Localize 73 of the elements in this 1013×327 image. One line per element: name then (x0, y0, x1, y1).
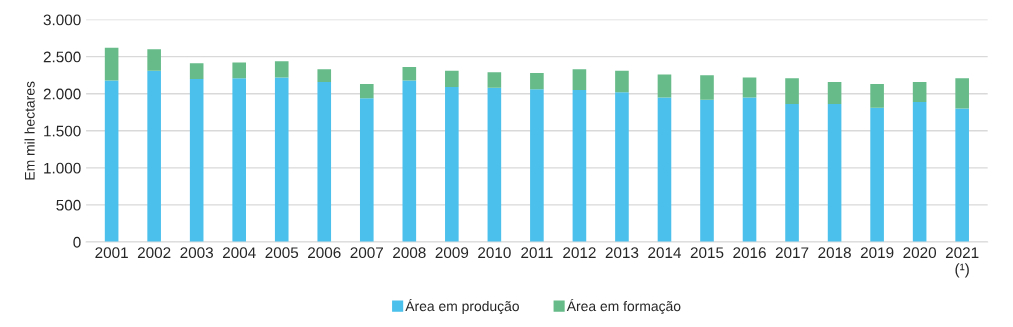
x-tick-label: 2010 (478, 247, 511, 259)
x-tick-label: 2017 (775, 247, 809, 259)
bar (785, 104, 799, 242)
x-tick-label: 2007 (350, 247, 384, 259)
x-tick-label: 2002 (137, 247, 171, 259)
y-tick-label: 3.000 (43, 14, 81, 26)
bar (487, 72, 502, 88)
bar (955, 78, 969, 109)
x-tick-label: 2006 (308, 247, 341, 259)
legend-label: Área em formação (566, 298, 681, 314)
bar (189, 63, 204, 79)
bar (785, 78, 799, 105)
bar (445, 70, 459, 88)
bar (572, 69, 587, 91)
x-tick-label: 2015 (690, 247, 724, 259)
bar (189, 78, 204, 242)
x-tick-label: 2011 (521, 247, 553, 259)
y-tick-label: 1.000 (44, 162, 81, 174)
x-tick-label: 2018 (818, 247, 851, 259)
bar (317, 69, 332, 82)
bar (870, 107, 884, 242)
bar (104, 80, 119, 242)
bar (147, 49, 161, 71)
x-tick-label: 2020 (903, 247, 937, 259)
y-tick-label: 1.500 (44, 125, 81, 137)
bar (274, 61, 289, 78)
y-tick-label: 2.500 (43, 51, 81, 63)
x-tick-label: 2016 (733, 247, 766, 259)
y-tick-label: 0 (73, 236, 81, 248)
x-tick-label: 2019 (860, 247, 894, 259)
y-axis-title: Em mil hectares (24, 81, 35, 180)
bar (402, 67, 417, 81)
legend-label: Área em produção (405, 298, 519, 314)
bar (274, 77, 289, 242)
bar (700, 99, 714, 242)
bar (572, 90, 587, 242)
bar (615, 70, 629, 93)
bar (232, 62, 247, 79)
bar (742, 97, 757, 242)
bar (870, 84, 884, 108)
bar (359, 98, 374, 242)
bar (827, 104, 842, 242)
bar (104, 47, 119, 81)
bar (912, 81, 927, 102)
bar (232, 78, 247, 242)
bar (530, 89, 544, 242)
bar (147, 70, 161, 242)
bar (445, 87, 459, 242)
bar (700, 75, 714, 100)
bar (530, 72, 544, 90)
x-tick-label: 2013 (605, 247, 639, 259)
y-tick-label: 2.000 (43, 88, 81, 100)
x-tick-label: 2008 (393, 247, 426, 259)
y-tick-label: 500 (56, 199, 81, 211)
bar (742, 77, 757, 98)
x-tick-label: 2021 (¹) (945, 247, 979, 278)
bar (955, 108, 969, 242)
bar (827, 81, 842, 105)
x-tick-label: 2003 (180, 247, 213, 259)
bar (657, 74, 672, 98)
bar (487, 87, 502, 242)
bar (912, 101, 927, 242)
bar (317, 81, 332, 242)
x-tick-label: 2014 (648, 247, 682, 259)
x-tick-label: 2001 (95, 247, 128, 259)
x-tick-label: 2004 (222, 247, 256, 259)
x-tick-label: 2009 (435, 247, 469, 259)
bar (402, 80, 417, 242)
bar (615, 92, 629, 242)
x-tick-label: 2012 (563, 247, 596, 259)
bar (359, 84, 374, 99)
x-tick-label: 2005 (265, 247, 299, 259)
bar (657, 97, 672, 242)
